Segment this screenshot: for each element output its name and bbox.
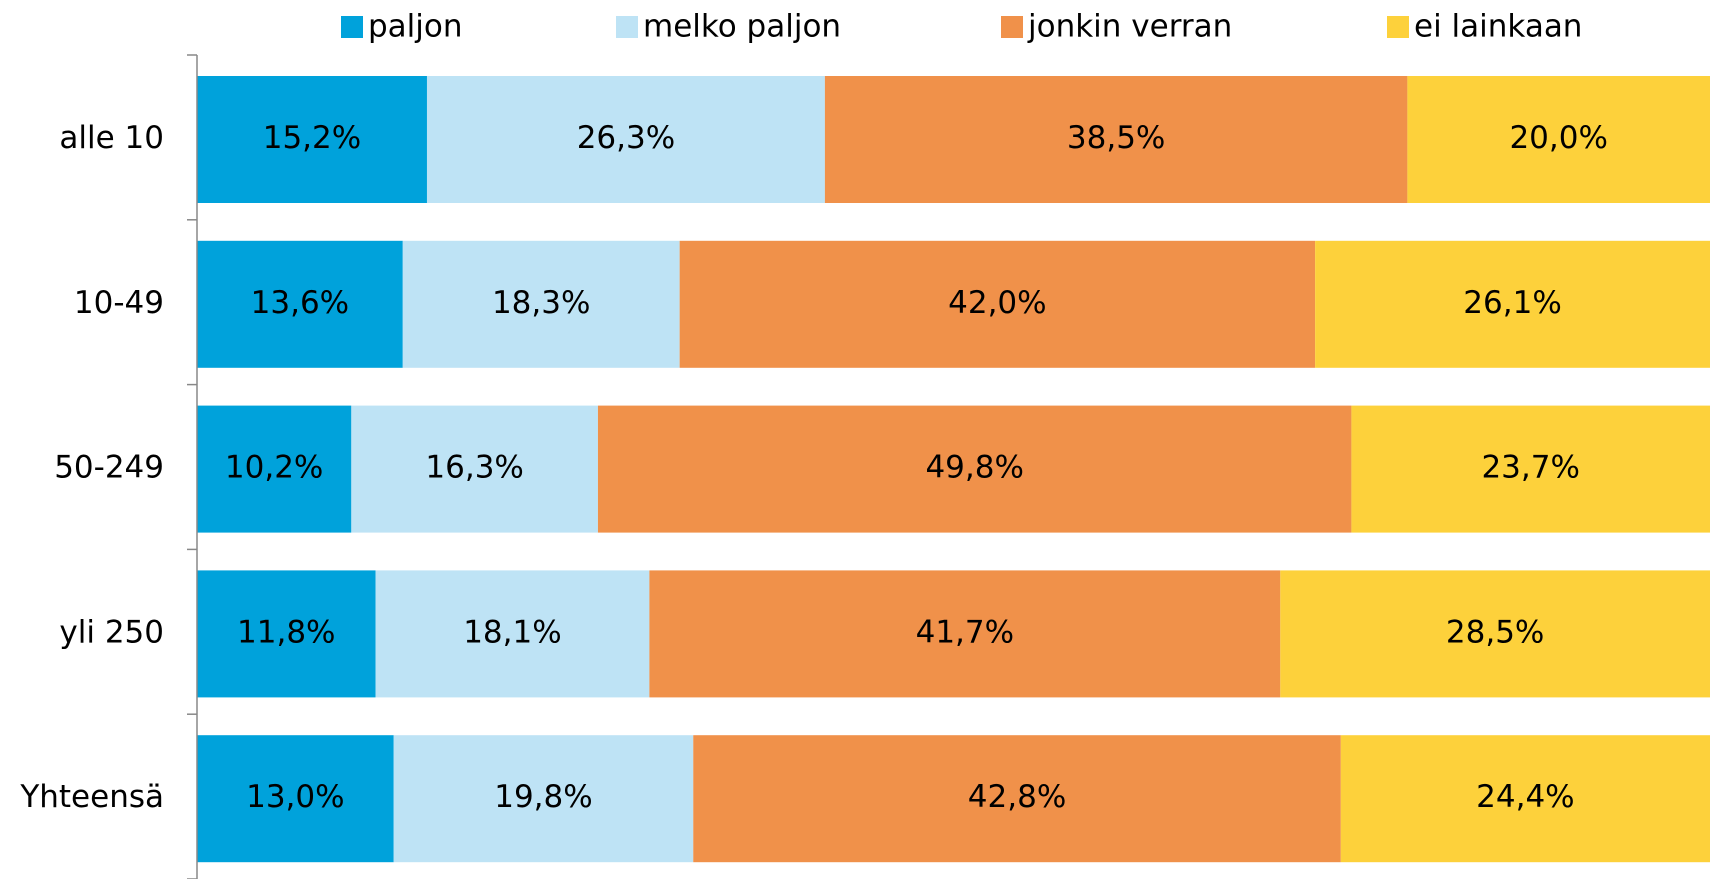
- bar-segment: [597, 405, 1352, 533]
- data-label: 28,5%: [1446, 614, 1544, 650]
- bar-segment: [375, 570, 650, 698]
- data-label: 11,8%: [237, 614, 335, 650]
- bar-segment: [393, 735, 694, 863]
- bar-segment: [197, 76, 427, 203]
- bar-segment: [1407, 76, 1710, 203]
- data-label: 13,6%: [251, 285, 349, 321]
- y-tick-label: Yhteensä: [19, 779, 164, 815]
- data-label: 24,4%: [1476, 779, 1574, 815]
- data-label: 42,0%: [948, 285, 1046, 321]
- bar-segment: [824, 76, 1408, 203]
- legend-swatch: [1001, 16, 1023, 38]
- data-label: 16,3%: [425, 450, 523, 486]
- bar-segment: [197, 570, 376, 698]
- bar-segment: [679, 240, 1316, 368]
- legend-swatch: [341, 16, 363, 38]
- data-label: 42,8%: [968, 779, 1066, 815]
- bar-segment: [197, 735, 394, 863]
- data-label: 49,8%: [925, 450, 1023, 486]
- bar-segment: [351, 405, 598, 533]
- bar-segment: [1351, 405, 1710, 533]
- bar-segment: [402, 240, 680, 368]
- bar-segment: [426, 76, 825, 203]
- legend-label: jonkin verran: [1027, 9, 1232, 45]
- bar-segment: [197, 240, 403, 368]
- data-label: 20,0%: [1509, 120, 1607, 156]
- data-label: 23,7%: [1481, 450, 1579, 486]
- data-label: 18,3%: [492, 285, 590, 321]
- data-label: 26,1%: [1463, 285, 1561, 321]
- bar-segment: [649, 570, 1281, 698]
- legend-label: paljon: [368, 9, 463, 45]
- data-label: 15,2%: [263, 120, 361, 156]
- legend-swatch: [1387, 16, 1409, 38]
- data-label: 26,3%: [577, 120, 675, 156]
- bar-segment: [1280, 570, 1710, 698]
- y-tick-label: yli 250: [59, 614, 164, 650]
- y-tick-label: alle 10: [59, 120, 164, 156]
- data-label: 41,7%: [916, 614, 1014, 650]
- data-label: 19,8%: [494, 779, 592, 815]
- bar-segment: [1315, 240, 1710, 368]
- bar-segment: [693, 735, 1341, 863]
- legend-label: ei lainkaan: [1414, 9, 1582, 45]
- legend-label: melko paljon: [643, 9, 841, 45]
- data-label: 13,0%: [246, 779, 344, 815]
- bar-segment: [1340, 735, 1710, 863]
- data-label: 10,2%: [225, 450, 323, 486]
- y-tick-label: 10-49: [74, 285, 164, 321]
- bar-segment: [197, 405, 352, 533]
- y-tick-label: 50-249: [54, 450, 164, 486]
- data-label: 18,1%: [463, 614, 561, 650]
- data-label: 38,5%: [1067, 120, 1165, 156]
- legend-swatch: [616, 16, 638, 38]
